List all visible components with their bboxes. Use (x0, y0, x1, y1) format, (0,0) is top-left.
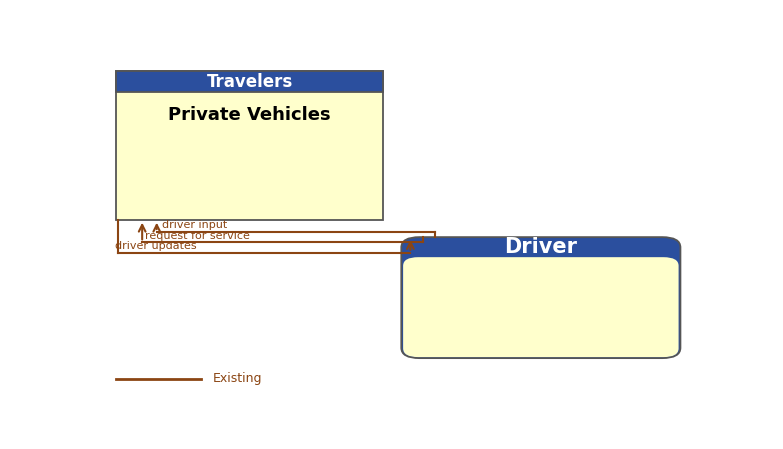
Text: driver input: driver input (161, 220, 227, 230)
Text: Existing: Existing (213, 372, 262, 385)
FancyBboxPatch shape (403, 257, 679, 357)
Text: Driver: Driver (504, 237, 577, 257)
Text: Private Vehicles: Private Vehicles (168, 106, 331, 124)
FancyBboxPatch shape (116, 71, 383, 92)
FancyBboxPatch shape (116, 71, 383, 220)
Text: Travelers: Travelers (207, 73, 293, 91)
Text: driver updates: driver updates (115, 241, 197, 251)
FancyBboxPatch shape (402, 237, 680, 358)
Text: request for service: request for service (145, 231, 250, 241)
